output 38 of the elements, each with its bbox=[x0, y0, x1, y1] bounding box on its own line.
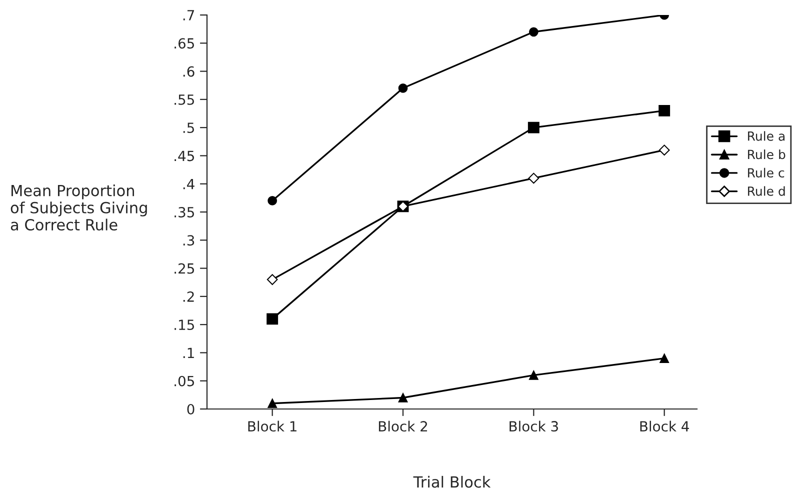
point bbox=[398, 393, 408, 402]
point bbox=[528, 172, 540, 184]
y-tick-label: .7 bbox=[183, 10, 194, 20]
y-tick-label: .45 bbox=[174, 150, 194, 162]
y-tick-label: .4 bbox=[183, 179, 194, 190]
point bbox=[528, 122, 540, 134]
y-tick-label: .6 bbox=[183, 66, 194, 77]
y-axis-title: Mean Proportion of Subjects Giving a Correct Rule bbox=[10, 184, 147, 231]
legend-label: Rule d bbox=[748, 186, 785, 196]
y-tick-label: 0 bbox=[187, 404, 194, 414]
point bbox=[398, 83, 408, 93]
point bbox=[268, 398, 278, 408]
point bbox=[528, 27, 538, 37]
legend-label: Rule a bbox=[748, 131, 785, 141]
point bbox=[658, 104, 670, 116]
y-tick-label: .3 bbox=[183, 235, 194, 246]
x-tick-label: Block 1 bbox=[248, 420, 296, 432]
y-tick-label: .1 bbox=[183, 348, 194, 358]
y-tick-label: .05 bbox=[174, 376, 194, 386]
y-tick-label: .55 bbox=[174, 94, 194, 105]
y-tick-label: .25 bbox=[174, 263, 194, 274]
point bbox=[266, 274, 278, 285]
point bbox=[658, 144, 670, 156]
x-tick-label: Block 3 bbox=[510, 420, 558, 432]
y-tick-label: .65 bbox=[174, 38, 194, 49]
point bbox=[660, 354, 670, 364]
x-tick-label: Block 4 bbox=[640, 420, 689, 432]
x-tick-label: Block 2 bbox=[378, 420, 428, 432]
x-axis-title: Trial Block bbox=[413, 476, 491, 488]
y-tick-label: .35 bbox=[174, 206, 194, 218]
point bbox=[528, 370, 538, 380]
y-tick-label: .15 bbox=[174, 320, 194, 330]
point bbox=[266, 313, 278, 325]
y-tick-label: .2 bbox=[183, 291, 194, 302]
legend-label: Rule b bbox=[748, 149, 786, 160]
legend-label: Rule c bbox=[748, 168, 784, 178]
y-tick-label: .5 bbox=[183, 122, 194, 134]
point bbox=[268, 196, 278, 206]
